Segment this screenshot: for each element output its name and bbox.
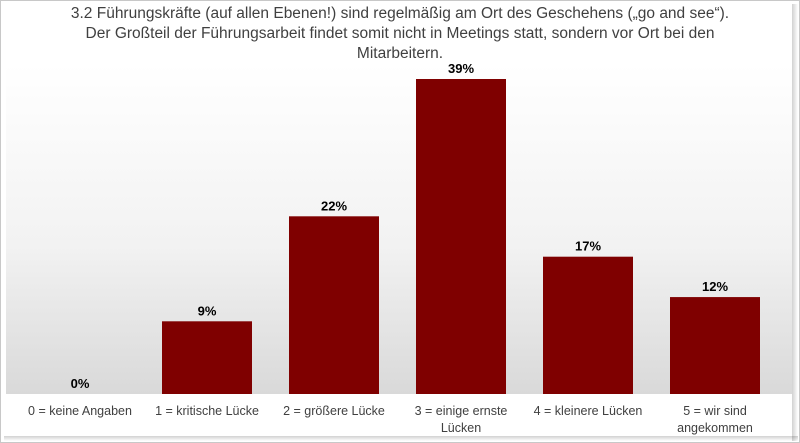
category-label-1: 1 = kritische Lücke xyxy=(155,404,259,418)
frame-shadow-right xyxy=(792,4,798,441)
chart-title: 3.2 Führungskräfte (auf allen Ebenen!) s… xyxy=(70,5,730,62)
bar-2 xyxy=(289,216,379,394)
bar-3 xyxy=(416,79,506,394)
value-label-0: 0% xyxy=(71,376,90,391)
bar-5 xyxy=(670,297,760,394)
category-label-5: 5 = wir sind angekommen xyxy=(677,404,753,435)
value-label-1: 9% xyxy=(198,303,217,318)
value-label-4: 17% xyxy=(575,239,601,254)
value-label-2: 22% xyxy=(321,198,347,213)
bar-4 xyxy=(543,256,633,394)
bar-1 xyxy=(162,321,252,394)
category-label-2: 2 = größere Lücke xyxy=(283,404,385,418)
plot-area xyxy=(6,64,792,394)
category-label-0: 0 = keine Angaben xyxy=(28,404,132,418)
category-label-4: 4 = kleinere Lücken xyxy=(534,404,643,418)
frame-shadow-bottom xyxy=(4,436,798,441)
category-label-3: 3 = einige ernste Lücken xyxy=(415,404,508,435)
value-label-5: 12% xyxy=(702,279,728,294)
value-label-3: 39% xyxy=(448,61,474,76)
